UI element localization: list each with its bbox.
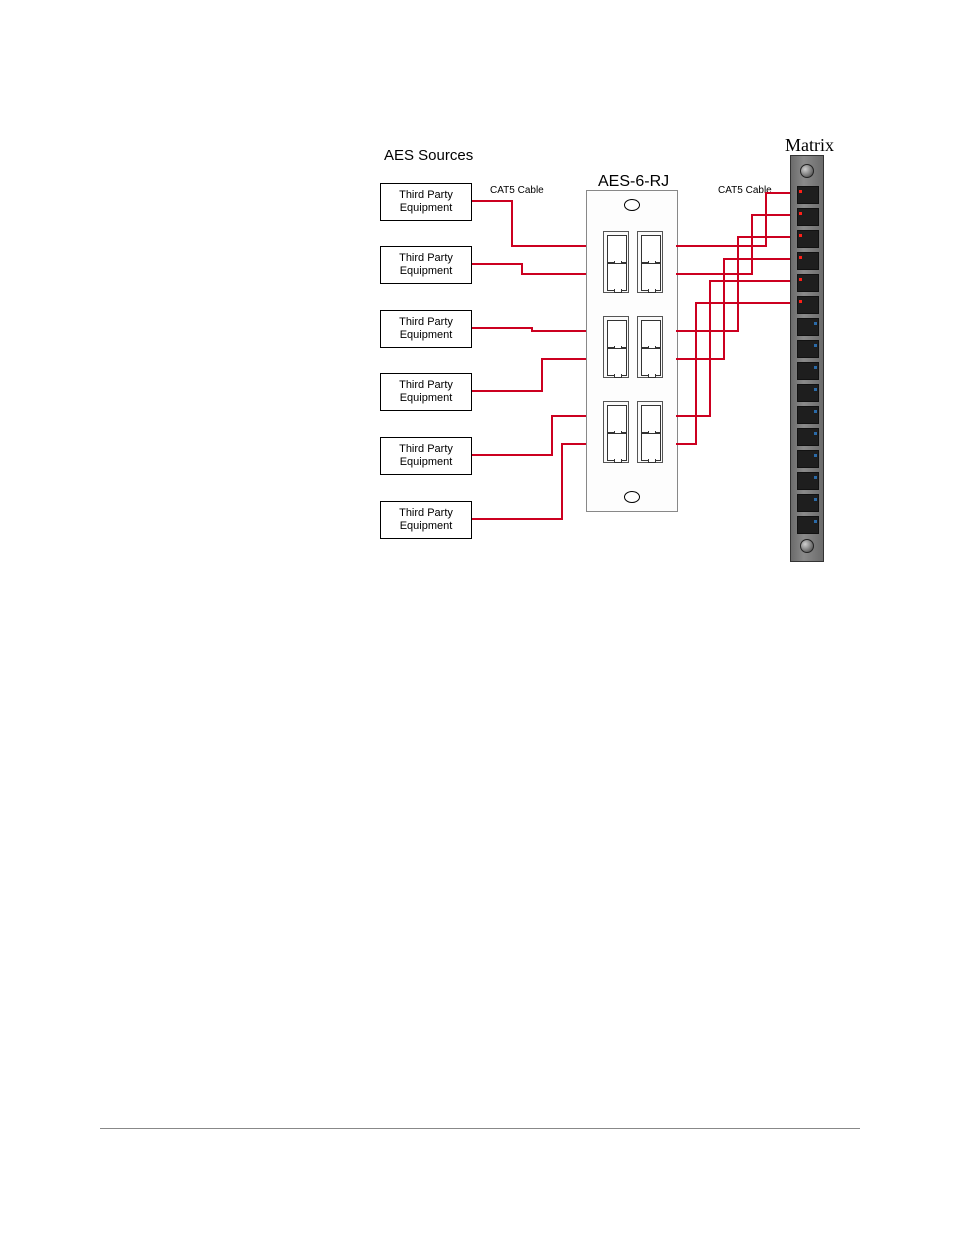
rj-port bbox=[641, 320, 661, 348]
cable-right bbox=[676, 237, 790, 331]
matrix-screw-bottom bbox=[800, 539, 814, 553]
cable-left bbox=[472, 328, 586, 331]
source-line1: Third Party bbox=[399, 189, 453, 202]
matrix-port bbox=[797, 296, 819, 314]
rj-block bbox=[603, 316, 629, 378]
left-cable-label: CAT5 Cable bbox=[490, 185, 544, 196]
cable-right bbox=[676, 281, 790, 416]
port-led-icon bbox=[799, 256, 802, 259]
matrix-port bbox=[797, 516, 819, 534]
rj-block bbox=[637, 231, 663, 293]
cable-right bbox=[676, 303, 790, 444]
matrix-port bbox=[797, 318, 819, 336]
source-box-5: Third Party Equipment bbox=[380, 437, 472, 475]
rj-port bbox=[607, 348, 627, 376]
matrix-port bbox=[797, 252, 819, 270]
rj-port bbox=[641, 235, 661, 263]
matrix-port bbox=[797, 494, 819, 512]
cable-left bbox=[472, 201, 586, 246]
sources-heading: AES Sources bbox=[384, 147, 473, 164]
port-led-icon bbox=[814, 322, 817, 325]
source-line1: Third Party bbox=[399, 443, 453, 456]
matrix-port bbox=[797, 472, 819, 490]
rj-block bbox=[637, 401, 663, 463]
port-led-icon bbox=[799, 278, 802, 281]
right-cable-label: CAT5 Cable bbox=[718, 185, 772, 196]
source-line1: Third Party bbox=[399, 507, 453, 520]
matrix-port bbox=[797, 450, 819, 468]
rj-port bbox=[607, 235, 627, 263]
cable-right bbox=[676, 259, 790, 359]
rj-port bbox=[607, 320, 627, 348]
aes-panel bbox=[586, 190, 678, 512]
panel-screw-top bbox=[624, 199, 640, 211]
port-led-icon bbox=[799, 234, 802, 237]
port-led-icon bbox=[814, 454, 817, 457]
source-line2: Equipment bbox=[400, 520, 453, 533]
matrix-port bbox=[797, 362, 819, 380]
port-led-icon bbox=[814, 520, 817, 523]
panel-screw-bottom bbox=[624, 491, 640, 503]
rj-port bbox=[607, 405, 627, 433]
port-led-icon bbox=[799, 212, 802, 215]
cable-left bbox=[472, 444, 586, 519]
panel-title: AES-6-RJ bbox=[598, 173, 669, 191]
rj-block bbox=[603, 231, 629, 293]
matrix-port bbox=[797, 340, 819, 358]
port-led-icon bbox=[814, 432, 817, 435]
matrix-title: Matrix bbox=[785, 135, 834, 156]
cable-right bbox=[676, 193, 790, 246]
cable-left bbox=[472, 416, 586, 455]
diagram-container: AES Sources AES-6-RJ Matrix CAT5 Cable C… bbox=[380, 135, 835, 565]
rj-port bbox=[641, 433, 661, 461]
matrix-port bbox=[797, 208, 819, 226]
source-line2: Equipment bbox=[400, 329, 453, 342]
rj-port bbox=[641, 263, 661, 291]
page: AES Sources AES-6-RJ Matrix CAT5 Cable C… bbox=[0, 0, 954, 1235]
matrix-port bbox=[797, 406, 819, 424]
matrix-card bbox=[790, 155, 824, 562]
rj-port bbox=[641, 405, 661, 433]
source-line1: Third Party bbox=[399, 379, 453, 392]
source-box-4: Third Party Equipment bbox=[380, 373, 472, 411]
rj-block bbox=[637, 316, 663, 378]
matrix-port bbox=[797, 274, 819, 292]
rj-port bbox=[607, 433, 627, 461]
source-line1: Third Party bbox=[399, 252, 453, 265]
matrix-port bbox=[797, 230, 819, 248]
source-box-6: Third Party Equipment bbox=[380, 501, 472, 539]
matrix-port bbox=[797, 428, 819, 446]
port-led-icon bbox=[814, 366, 817, 369]
footer-rule bbox=[100, 1128, 860, 1129]
port-led-icon bbox=[799, 190, 802, 193]
source-box-3: Third Party Equipment bbox=[380, 310, 472, 348]
matrix-port bbox=[797, 384, 819, 402]
source-line2: Equipment bbox=[400, 392, 453, 405]
source-line2: Equipment bbox=[400, 265, 453, 278]
cable-left bbox=[472, 264, 586, 274]
matrix-port bbox=[797, 186, 819, 204]
source-line2: Equipment bbox=[400, 456, 453, 469]
source-line2: Equipment bbox=[400, 202, 453, 215]
port-led-icon bbox=[814, 476, 817, 479]
cable-left bbox=[472, 359, 586, 391]
matrix-screw-top bbox=[800, 164, 814, 178]
source-line1: Third Party bbox=[399, 316, 453, 329]
source-box-1: Third Party Equipment bbox=[380, 183, 472, 221]
cable-right bbox=[676, 215, 790, 274]
port-led-icon bbox=[814, 388, 817, 391]
rj-port bbox=[607, 263, 627, 291]
port-led-icon bbox=[814, 498, 817, 501]
port-led-icon bbox=[814, 344, 817, 347]
source-box-2: Third Party Equipment bbox=[380, 246, 472, 284]
port-led-icon bbox=[814, 410, 817, 413]
rj-block bbox=[603, 401, 629, 463]
rj-port bbox=[641, 348, 661, 376]
port-led-icon bbox=[799, 300, 802, 303]
